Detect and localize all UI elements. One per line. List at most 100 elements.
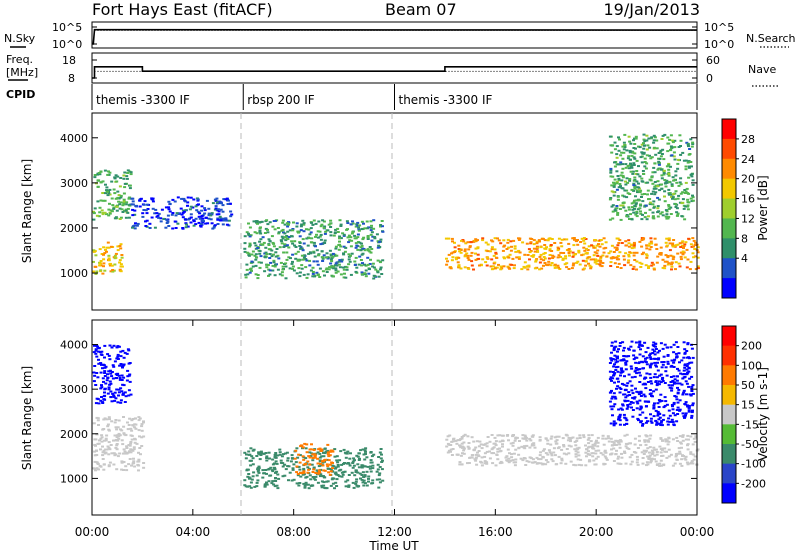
velocity-cell-2-120 — [284, 468, 288, 471]
power-cell-5-52 — [644, 211, 647, 214]
velocity-cell-5-315 — [656, 351, 660, 354]
velocity-cell-0-78 — [127, 362, 131, 365]
power-cell-1-83 — [117, 194, 121, 197]
power-cell-4-348 — [505, 248, 509, 250]
power-cell-3-437 — [270, 249, 274, 252]
velocity-cell-2-290 — [351, 460, 355, 463]
velocity-cell-5-52 — [631, 415, 635, 418]
velocity-cell-4-281 — [541, 449, 545, 452]
power-cell-5-272 — [651, 190, 655, 193]
velocity-cell-2-348 — [335, 459, 339, 462]
power-cell-4-559 — [581, 259, 585, 262]
power-cell-5-368 — [629, 158, 632, 161]
power-cell-4-521 — [559, 241, 563, 244]
power-cell-4-430 — [562, 252, 566, 254]
power-cell-4-87 — [693, 248, 697, 250]
power-cell-3-232 — [291, 228, 295, 230]
velocity-cell-0-31 — [101, 363, 105, 366]
velocity-cell-0-15 — [117, 374, 121, 377]
velocity-cell-4-465 — [658, 462, 662, 465]
power-cell-3-158 — [329, 262, 333, 265]
velocity-cell-2-88 — [295, 447, 299, 450]
power-cell-4-131 — [558, 268, 562, 270]
power-cell-5-96 — [682, 159, 686, 162]
power-cell-2-137 — [203, 209, 207, 212]
velocity-cell-2-272 — [248, 477, 252, 480]
velocity-cell-1-182 — [125, 469, 129, 472]
velocity-cell-4-369 — [587, 442, 591, 445]
power-cell-3-166 — [287, 236, 291, 238]
velocity-cell-5-187 — [643, 395, 647, 398]
power-cell-5-354 — [657, 162, 661, 165]
freq-panel-frame — [91, 52, 698, 84]
velocity-y-tick-label-2: 3000 — [60, 383, 88, 396]
power-cell-4-358 — [627, 242, 631, 245]
velocity-cell-4-184 — [560, 459, 564, 462]
power-cell-5-508 — [637, 199, 641, 202]
power-cell-3-274 — [267, 248, 271, 251]
power-cell-3-465 — [254, 220, 258, 223]
power-cell-4-163 — [481, 258, 485, 261]
power-cell-4-109 — [659, 253, 663, 256]
velocity-cell-4-498 — [663, 450, 667, 453]
velocity-cell-4-500 — [549, 437, 553, 440]
velocity-cell-4-296 — [467, 462, 471, 464]
power-cell-5-120 — [640, 180, 644, 183]
velocity-cell-5-276 — [676, 406, 680, 409]
power-cell-4-432 — [532, 254, 536, 257]
velocity-cell-4-432 — [555, 442, 559, 445]
velocity-cell-0-17 — [99, 371, 103, 374]
power-cell-4-64 — [463, 266, 467, 269]
velocity-cell-4-499 — [577, 446, 581, 449]
power-cell-5-27 — [646, 181, 650, 184]
power-cell-2-189 — [173, 220, 177, 223]
velocity-cell-5-424 — [677, 352, 681, 355]
velocity-cell-1-54 — [125, 445, 129, 448]
velocity-cell-5-108 — [670, 404, 674, 406]
velocity-cell-4-97 — [575, 437, 579, 440]
velocity-cell-2-327 — [257, 467, 261, 469]
power-cell-5-187 — [673, 198, 677, 201]
power-cell-1-101 — [96, 185, 100, 188]
power-cell-2-196 — [136, 222, 140, 225]
power-cell-5-389 — [657, 152, 661, 154]
power-cell-3-349 — [336, 270, 340, 273]
velocity-cell-5-471 — [654, 419, 658, 422]
power-cell-3-270 — [303, 254, 307, 257]
power-cell-3-365 — [381, 225, 384, 228]
velocity-cell-5-48 — [656, 369, 660, 372]
velocity-cell-4-157 — [494, 464, 498, 467]
velocity-cell-4-415 — [546, 439, 550, 442]
power-cell-1-22 — [117, 200, 121, 203]
power-cell-1-105 — [106, 173, 110, 176]
power-cell-5-66 — [674, 206, 678, 208]
velocity-cell-4-260 — [644, 434, 648, 437]
power-cell-5-305 — [686, 143, 690, 146]
velocity-cell-5-189 — [649, 392, 653, 395]
velocity-cell-5-29 — [638, 353, 642, 356]
velocity-cell-2-168 — [363, 482, 367, 485]
power-cell-5-26 — [622, 141, 626, 144]
velocity-cell-5-168 — [654, 342, 658, 345]
power-cell-3-204 — [246, 273, 250, 276]
power-cell-4-317 — [513, 245, 517, 248]
velocity-cell-2-291 — [251, 463, 255, 466]
velocity-cell-2-202 — [344, 485, 348, 488]
velocity-cell-2-371 — [343, 462, 346, 464]
power-cell-5-199 — [664, 209, 668, 212]
velocity-cell-5-381 — [676, 413, 680, 415]
velocity-cell-5-498 — [671, 380, 675, 383]
velocity-cell-5-465 — [646, 381, 650, 383]
power-cell-3-359 — [307, 237, 311, 240]
power-cell-5-437 — [630, 164, 634, 167]
velocity-cell-5-464 — [669, 381, 673, 383]
power-cell-4-518 — [550, 250, 554, 252]
power-cell-3-102 — [276, 254, 280, 257]
power-cell-3-262 — [363, 272, 367, 275]
power-cell-5-450 — [676, 167, 680, 170]
power-cell-3-524 — [359, 246, 363, 249]
power-cell-4-305 — [490, 268, 494, 271]
velocity-cell-2-295 — [249, 486, 253, 489]
velocity-cell-4-469 — [686, 443, 690, 446]
